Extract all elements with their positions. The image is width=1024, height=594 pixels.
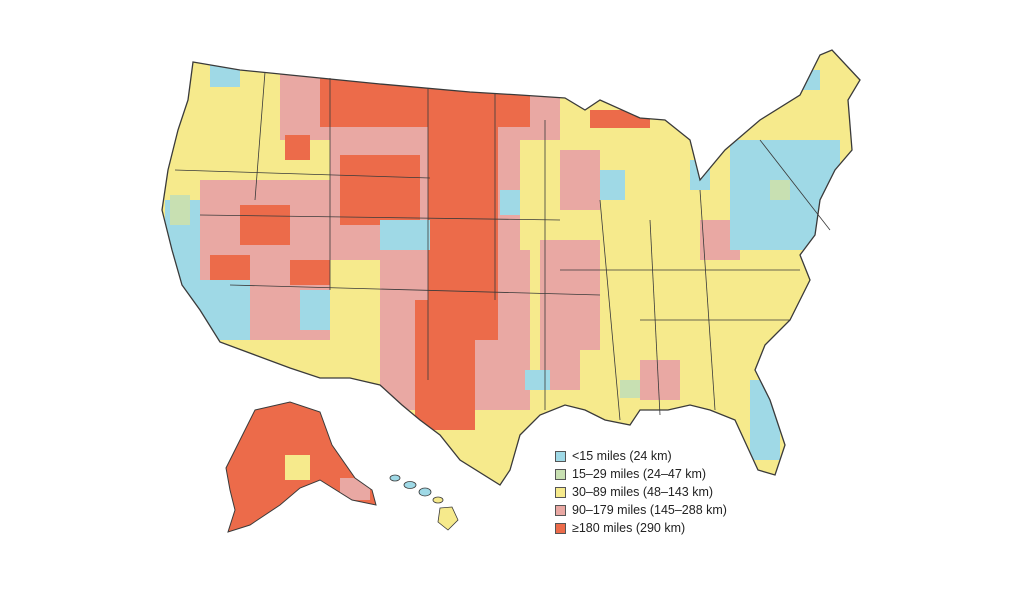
alaska xyxy=(226,402,376,532)
legend-item: ≥180 miles (290 km) xyxy=(555,519,727,537)
legend-label: ≥180 miles (290 km) xyxy=(572,521,686,535)
state-borders xyxy=(174,71,831,421)
legend-item: 15–29 miles (24–47 km) xyxy=(555,465,727,483)
legend-swatch xyxy=(555,522,566,534)
legend-item: 90–179 miles (145–288 km) xyxy=(555,501,727,519)
legend-swatch xyxy=(555,468,566,480)
legend-label: <15 miles (24 km) xyxy=(572,449,672,463)
map-legend: <15 miles (24 km) 15–29 miles (24–47 km)… xyxy=(555,447,727,537)
legend-label: 90–179 miles (145–288 km) xyxy=(572,503,727,517)
alaska-outline xyxy=(225,401,377,533)
legend-swatch xyxy=(555,450,566,462)
legend-item: <15 miles (24 km) xyxy=(555,447,727,465)
legend-swatch xyxy=(555,486,566,498)
hawaii xyxy=(389,474,459,531)
legend-swatch xyxy=(555,504,566,516)
legend-label: 30–89 miles (48–143 km) xyxy=(572,485,714,499)
legend-item: 30–89 miles (48–143 km) xyxy=(555,483,727,501)
legend-label: 15–29 miles (24–47 km) xyxy=(572,467,707,481)
contiguous-us-outline xyxy=(161,49,861,486)
